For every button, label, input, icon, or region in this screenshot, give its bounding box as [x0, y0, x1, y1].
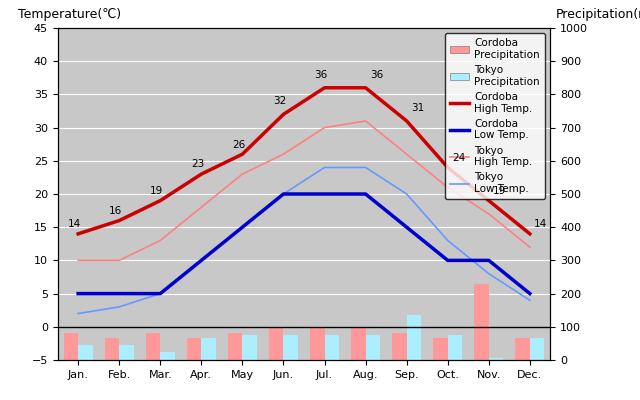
Bar: [392, 334, 406, 360]
Text: 19: 19: [150, 186, 163, 196]
Bar: [433, 338, 448, 360]
Bar: [119, 345, 134, 360]
Text: 26: 26: [232, 140, 245, 150]
Bar: [365, 335, 380, 360]
Bar: [105, 338, 119, 360]
Text: 24: 24: [452, 153, 465, 163]
Bar: [530, 338, 544, 360]
Bar: [78, 345, 93, 360]
Text: Precipitation(mm): Precipitation(mm): [556, 8, 640, 21]
Bar: [146, 334, 160, 360]
Text: 14: 14: [68, 219, 81, 229]
Bar: [324, 335, 339, 360]
Bar: [202, 338, 216, 360]
Text: 19: 19: [493, 186, 506, 196]
Bar: [228, 334, 243, 360]
Bar: [474, 284, 489, 360]
Bar: [64, 334, 78, 360]
Bar: [515, 338, 530, 360]
Legend: Cordoba
Precipitation, Tokyo
Precipitation, Cordoba
High Temp., Cordoba
Low Temp: Cordoba Precipitation, Tokyo Precipitati…: [445, 33, 545, 199]
Bar: [351, 327, 365, 360]
Bar: [406, 315, 421, 360]
Text: 32: 32: [273, 96, 287, 106]
Bar: [243, 335, 257, 360]
Text: 23: 23: [191, 160, 204, 170]
Bar: [310, 327, 324, 360]
Bar: [187, 338, 202, 360]
Bar: [489, 358, 503, 360]
Text: 14: 14: [534, 219, 547, 229]
Text: 36: 36: [370, 70, 383, 80]
Text: 36: 36: [314, 70, 328, 80]
Text: 31: 31: [411, 103, 424, 113]
Bar: [284, 335, 298, 360]
Bar: [160, 352, 175, 360]
Text: Temperature(℃): Temperature(℃): [18, 8, 122, 21]
Bar: [269, 327, 284, 360]
Bar: [448, 335, 462, 360]
Text: 16: 16: [109, 206, 122, 216]
